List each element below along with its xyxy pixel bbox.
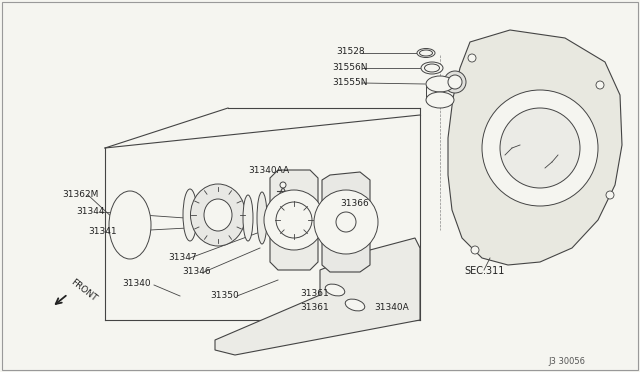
Text: 31341: 31341 (88, 227, 116, 235)
Circle shape (264, 190, 324, 250)
Circle shape (482, 90, 598, 206)
Polygon shape (270, 170, 318, 270)
Circle shape (280, 182, 286, 188)
Text: 31344: 31344 (76, 206, 104, 215)
Text: 31350: 31350 (210, 291, 239, 299)
Text: 31366: 31366 (340, 199, 369, 208)
Text: 31340: 31340 (122, 279, 150, 289)
Text: J3 30056: J3 30056 (548, 357, 585, 366)
Ellipse shape (325, 284, 345, 296)
Ellipse shape (421, 62, 443, 74)
Ellipse shape (109, 191, 151, 259)
Text: 31362M: 31362M (62, 189, 99, 199)
Text: 31528: 31528 (336, 46, 365, 55)
Ellipse shape (426, 76, 454, 92)
Ellipse shape (419, 50, 433, 56)
Text: 31361: 31361 (300, 302, 329, 311)
Circle shape (314, 190, 378, 254)
Polygon shape (322, 172, 370, 272)
Text: 31340A: 31340A (374, 304, 409, 312)
Text: SEC.311: SEC.311 (464, 266, 504, 276)
Ellipse shape (426, 92, 454, 108)
Ellipse shape (444, 71, 466, 93)
Ellipse shape (243, 195, 253, 241)
Ellipse shape (424, 64, 440, 72)
Text: 31361: 31361 (300, 289, 329, 298)
Ellipse shape (183, 189, 197, 241)
Circle shape (336, 212, 356, 232)
Text: 31556N: 31556N (332, 62, 367, 71)
Ellipse shape (257, 192, 267, 244)
Polygon shape (448, 30, 622, 265)
Polygon shape (215, 238, 420, 355)
Circle shape (500, 108, 580, 188)
Ellipse shape (417, 48, 435, 58)
Text: 31555N: 31555N (332, 77, 367, 87)
Text: FRONT: FRONT (69, 277, 99, 303)
Circle shape (468, 54, 476, 62)
Text: 31340AA: 31340AA (248, 166, 289, 174)
Ellipse shape (345, 299, 365, 311)
Circle shape (276, 202, 312, 238)
Text: 31346: 31346 (182, 266, 211, 276)
Circle shape (606, 191, 614, 199)
Circle shape (596, 81, 604, 89)
Ellipse shape (204, 199, 232, 231)
Ellipse shape (191, 184, 246, 246)
Ellipse shape (448, 75, 462, 89)
Text: 31347: 31347 (168, 253, 196, 262)
Circle shape (471, 246, 479, 254)
